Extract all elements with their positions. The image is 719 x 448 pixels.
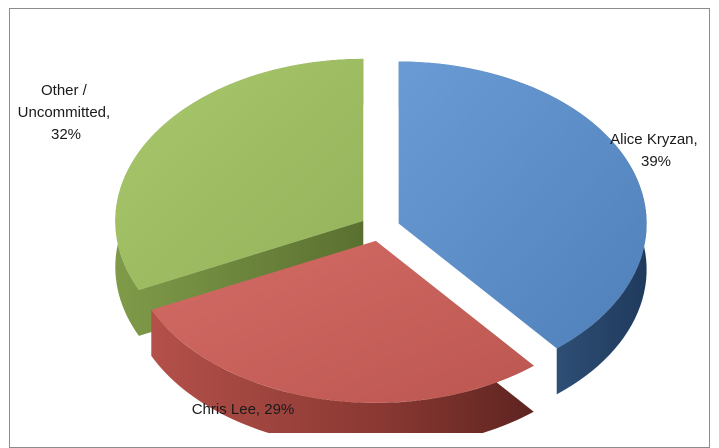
data-label-chris-lee: Chris Lee, 29% xyxy=(192,401,295,418)
data-label-other-line1: Other / xyxy=(41,82,88,99)
data-label-alice-name: Alice Kryzan, xyxy=(610,131,698,148)
data-label-chris-text: Chris Lee, 29% xyxy=(192,401,295,418)
pie-chart: Alice Kryzan, 39% Chris Lee, 29% Other /… xyxy=(0,0,719,433)
data-label-other-line2: Uncommitted, xyxy=(18,104,111,121)
data-label-alice-value: 39% xyxy=(641,153,671,170)
data-label-other-uncommitted: Other / Uncommitted, 32% xyxy=(18,82,115,143)
data-label-other-value: 32% xyxy=(51,126,81,143)
